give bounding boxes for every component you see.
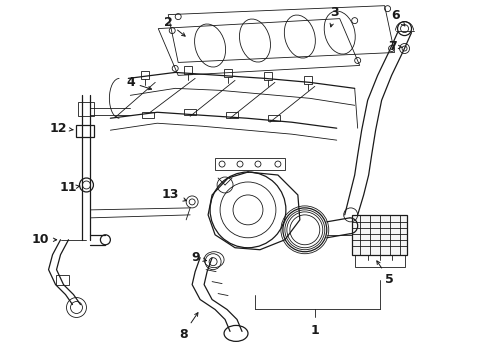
Text: 13: 13 bbox=[162, 188, 187, 202]
Text: 7: 7 bbox=[388, 40, 402, 53]
Bar bbox=[78, 102, 95, 116]
Text: 1: 1 bbox=[311, 324, 319, 337]
Ellipse shape bbox=[283, 208, 327, 252]
Bar bbox=[184, 67, 192, 75]
Text: 2: 2 bbox=[164, 16, 185, 36]
Text: 11: 11 bbox=[60, 181, 80, 194]
Bar bbox=[304, 76, 312, 84]
Text: 9: 9 bbox=[192, 251, 206, 264]
Text: 8: 8 bbox=[179, 313, 198, 341]
Bar bbox=[268, 115, 280, 121]
Bar bbox=[142, 112, 154, 118]
Text: 4: 4 bbox=[126, 76, 151, 90]
Text: 12: 12 bbox=[50, 122, 73, 135]
Ellipse shape bbox=[220, 182, 276, 238]
Bar bbox=[76, 125, 95, 137]
Text: 10: 10 bbox=[32, 233, 57, 246]
Bar bbox=[264, 72, 272, 80]
Bar bbox=[184, 109, 196, 115]
Text: 3: 3 bbox=[330, 6, 339, 27]
Bar bbox=[224, 69, 232, 77]
Bar bbox=[141, 71, 149, 80]
Bar bbox=[226, 112, 238, 118]
Ellipse shape bbox=[210, 172, 286, 248]
Bar bbox=[352, 215, 407, 255]
Bar bbox=[355, 255, 405, 267]
Text: 6: 6 bbox=[391, 9, 405, 26]
Bar bbox=[55, 275, 70, 285]
Text: 5: 5 bbox=[377, 261, 394, 286]
